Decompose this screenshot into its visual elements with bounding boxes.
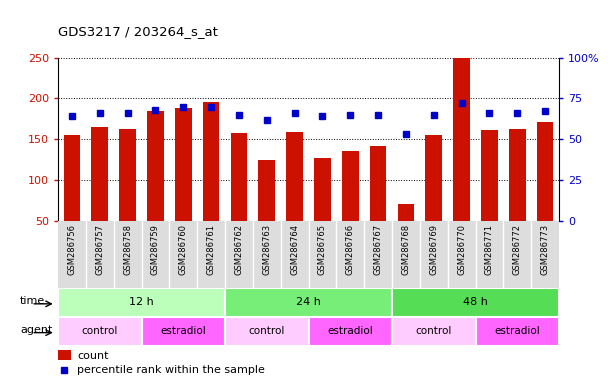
Bar xyxy=(58,317,142,346)
Text: GSM286773: GSM286773 xyxy=(541,224,550,275)
Text: percentile rank within the sample: percentile rank within the sample xyxy=(77,365,265,375)
Bar xyxy=(92,127,108,221)
Text: GSM286758: GSM286758 xyxy=(123,224,132,275)
Bar xyxy=(64,135,80,221)
Text: count: count xyxy=(77,351,109,361)
Bar xyxy=(392,317,475,346)
Bar xyxy=(370,146,387,221)
Bar xyxy=(287,132,303,221)
Text: GSM286770: GSM286770 xyxy=(457,224,466,275)
Bar xyxy=(453,58,470,221)
Bar xyxy=(230,134,247,221)
Bar xyxy=(342,151,359,221)
Text: GSM286756: GSM286756 xyxy=(67,224,76,275)
Text: GSM286762: GSM286762 xyxy=(235,224,243,275)
Text: GSM286765: GSM286765 xyxy=(318,224,327,275)
Bar xyxy=(509,129,525,221)
Text: GSM286761: GSM286761 xyxy=(207,224,216,275)
Text: GSM286768: GSM286768 xyxy=(401,224,411,275)
Bar xyxy=(398,205,414,221)
Text: GSM286757: GSM286757 xyxy=(95,224,104,275)
Text: time: time xyxy=(20,296,45,306)
Bar xyxy=(58,288,225,317)
Text: GSM286766: GSM286766 xyxy=(346,224,355,275)
Text: control: control xyxy=(249,326,285,336)
Text: GDS3217 / 203264_s_at: GDS3217 / 203264_s_at xyxy=(58,25,218,38)
Bar xyxy=(119,129,136,221)
Bar xyxy=(392,288,559,317)
Text: agent: agent xyxy=(20,325,53,335)
Text: GSM286759: GSM286759 xyxy=(151,224,160,275)
Bar xyxy=(142,317,225,346)
Bar xyxy=(475,317,559,346)
Bar xyxy=(309,317,392,346)
Text: GSM286767: GSM286767 xyxy=(374,224,382,275)
Text: GSM286764: GSM286764 xyxy=(290,224,299,275)
Text: estradiol: estradiol xyxy=(327,326,373,336)
Text: GSM286769: GSM286769 xyxy=(430,224,438,275)
Bar xyxy=(147,111,164,221)
Bar xyxy=(225,317,309,346)
Bar xyxy=(481,130,498,221)
Text: 48 h: 48 h xyxy=(463,297,488,308)
Text: GSM286760: GSM286760 xyxy=(179,224,188,275)
Text: estradiol: estradiol xyxy=(494,326,540,336)
Bar xyxy=(225,288,392,317)
Bar xyxy=(537,122,554,221)
Text: control: control xyxy=(415,326,452,336)
Bar xyxy=(175,108,192,221)
Bar xyxy=(58,349,71,361)
Text: GSM286763: GSM286763 xyxy=(262,224,271,275)
Bar xyxy=(425,135,442,221)
Bar xyxy=(314,158,331,221)
Bar xyxy=(203,102,219,221)
Text: GSM286771: GSM286771 xyxy=(485,224,494,275)
Text: control: control xyxy=(82,326,118,336)
Text: estradiol: estradiol xyxy=(161,326,206,336)
Text: GSM286772: GSM286772 xyxy=(513,224,522,275)
Text: 24 h: 24 h xyxy=(296,297,321,308)
Bar xyxy=(258,161,275,221)
Text: 12 h: 12 h xyxy=(129,297,154,308)
